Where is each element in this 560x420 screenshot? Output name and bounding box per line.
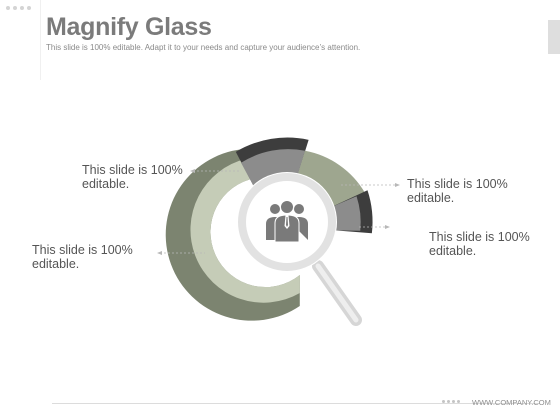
sage-segment — [296, 150, 366, 209]
callout-top-left: This slide is 100% editable. — [82, 163, 183, 191]
callout-bottom-right: This slide is 100% editable. — [429, 230, 530, 258]
people-icon — [266, 200, 308, 243]
footer-divider — [52, 403, 540, 404]
callout-bottom-left: This slide is 100% editable. — [32, 243, 133, 271]
callout-top-right: This slide is 100% editable. — [407, 177, 508, 205]
side-tab — [548, 20, 560, 54]
footer-url: WWW.COMPANY.COM — [472, 398, 551, 407]
light-sage-ring-segment — [190, 158, 300, 303]
connector-lines — [160, 170, 396, 254]
corner-dots — [6, 6, 36, 12]
decorative-line — [40, 0, 41, 80]
footer-dots — [442, 400, 462, 406]
olive-ring-segment — [165, 149, 300, 321]
page-title: Magnify Glass — [46, 13, 212, 41]
page-subtitle: This slide is 100% editable. Adapt it to… — [46, 43, 361, 52]
gray-right-segment — [331, 196, 361, 231]
magnifier-lens-ring — [238, 173, 336, 271]
